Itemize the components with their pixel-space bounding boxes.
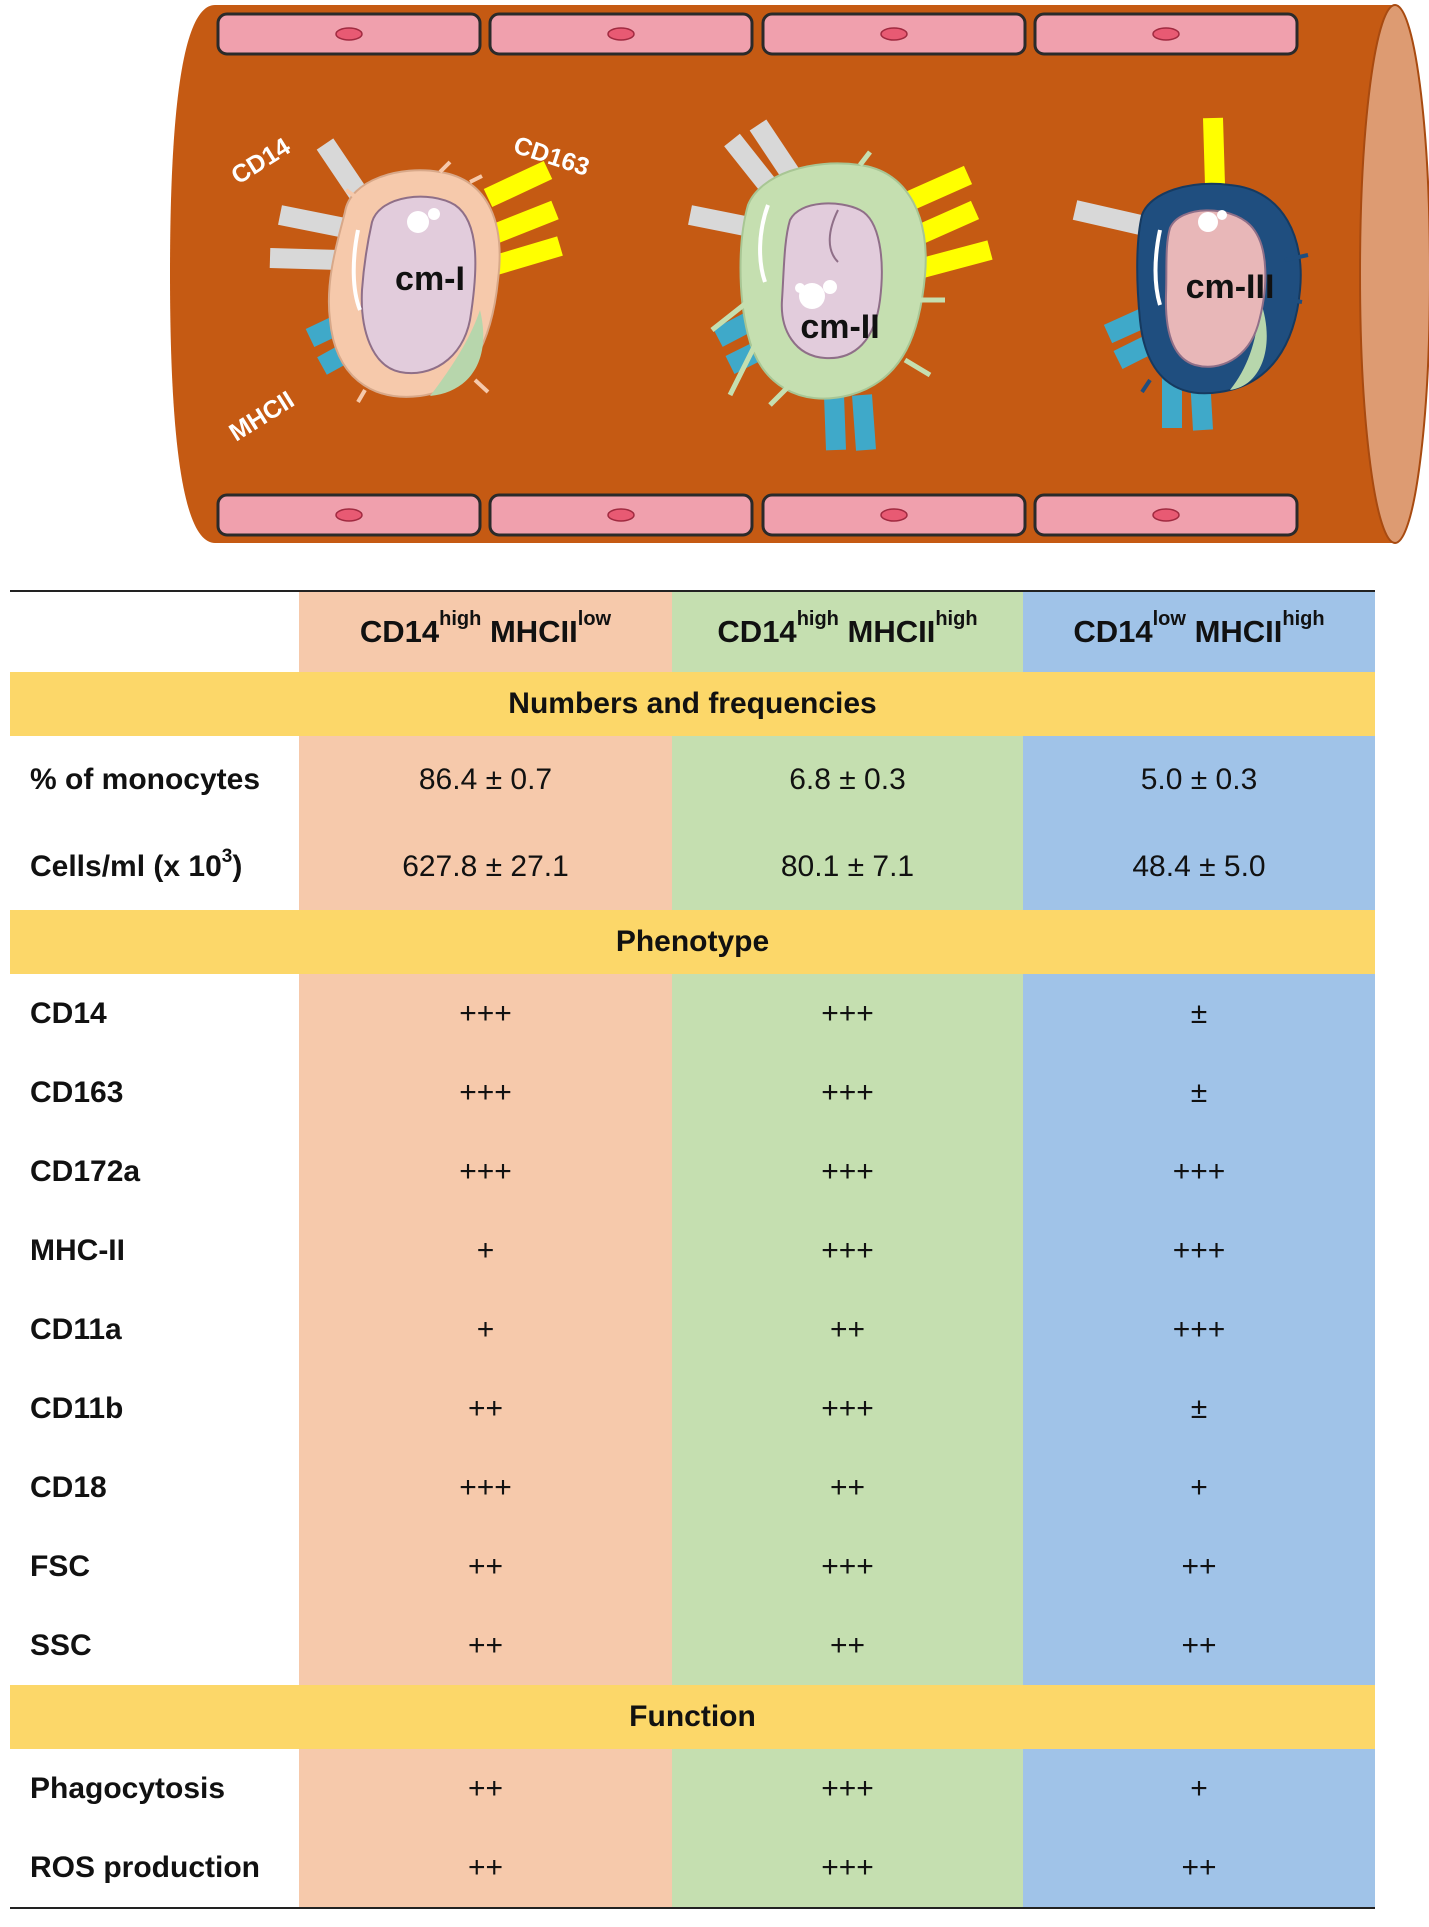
table-cell: +++	[299, 1053, 672, 1132]
table-cell: +++	[672, 1527, 1023, 1606]
cell-label-cm-II: cm-II	[800, 308, 879, 346]
table-cell: ++	[672, 1606, 1023, 1685]
table-row: MHC-II + +++ +++	[10, 1211, 1375, 1290]
section-function: Function	[10, 1685, 1375, 1749]
table-cell: ++	[672, 1290, 1023, 1369]
monocyte-subset-table: CD14high MHCIIlow CD14high MHCIIhigh CD1…	[10, 590, 1375, 1909]
table-cell: +++	[672, 1211, 1023, 1290]
endothelial-cells-top	[216, 12, 1299, 56]
row-label: CD172a	[30, 1154, 141, 1188]
table-cell: 86.4 ± 0.7	[299, 736, 672, 823]
header-cd14high-mhciilow: CD14high MHCIIlow	[299, 590, 672, 672]
table-row: CD18 +++ ++ +	[10, 1448, 1375, 1527]
table-cell: 80.1 ± 7.1	[672, 823, 1023, 910]
row-label: CD14	[30, 996, 107, 1030]
section-phenotype: Phenotype	[10, 910, 1375, 974]
table-cell: ++	[1023, 1828, 1375, 1909]
monocyte-cm-II: cm-II	[688, 119, 993, 451]
row-label: SSC	[30, 1628, 92, 1662]
endothelial-cells-bottom	[216, 493, 1299, 537]
table-cell: +++	[299, 974, 672, 1053]
table-cell: +++	[672, 974, 1023, 1053]
table-cell: +++	[672, 1749, 1023, 1828]
table-cell: +++	[1023, 1211, 1375, 1290]
table-cell: 627.8 ± 27.1	[299, 823, 672, 910]
table-cell: ±	[1023, 1053, 1375, 1132]
table-cell: +++	[672, 1053, 1023, 1132]
row-label: Phagocytosis	[30, 1771, 226, 1805]
table-row: SSC ++ ++ ++	[10, 1606, 1375, 1685]
row-label: CD18	[30, 1470, 107, 1504]
row-label: CD163	[30, 1075, 124, 1109]
row-label: CD11a	[30, 1312, 122, 1346]
table-cell: ++	[299, 1749, 672, 1828]
table-cell: +++	[672, 1132, 1023, 1211]
row-label: MHC-II	[30, 1233, 125, 1267]
table-row: Phagocytosis ++ +++ +	[10, 1749, 1375, 1828]
table-row: CD172a +++ +++ +++	[10, 1132, 1375, 1211]
table-cell: 48.4 ± 5.0	[1023, 823, 1375, 910]
table-row: FSC ++ +++ ++	[10, 1527, 1375, 1606]
cell-label-cm-III: cm-III	[1186, 268, 1275, 306]
header-blank	[10, 590, 299, 672]
monocyte-cm-I: cm-I	[269, 138, 563, 404]
vessel-opening	[1359, 4, 1429, 544]
row-label: CD11b	[30, 1391, 124, 1425]
table-cell: +	[299, 1211, 672, 1290]
table-cell: ++	[1023, 1606, 1375, 1685]
row-label: ROS production	[10, 1828, 299, 1909]
table-row: CD11a + ++ +++	[10, 1290, 1375, 1369]
table-row: CD163 +++ +++ ±	[10, 1053, 1375, 1132]
table-cell: +++	[1023, 1132, 1375, 1211]
table-cell: 5.0 ± 0.3	[1023, 736, 1375, 823]
table-cell: ++	[299, 1369, 672, 1448]
blood-vessel-illustration: cm-I CD14 CD163 MHCII cm-II	[170, 4, 1429, 544]
header-cd14low-mhciihigh: CD14low MHCIIhigh	[1023, 590, 1375, 672]
table-cell: ++	[299, 1828, 672, 1909]
table-cell: +++	[299, 1448, 672, 1527]
table-cell: ++	[672, 1448, 1023, 1527]
table-cell: +	[1023, 1749, 1375, 1828]
row-label: FSC	[30, 1549, 90, 1583]
table-cell: ±	[1023, 1369, 1375, 1448]
table-row: ROS production ++ +++ ++	[10, 1828, 1375, 1909]
table-cell: +++	[299, 1132, 672, 1211]
table-row: % of monocytes 86.4 ± 0.7 6.8 ± 0.3 5.0 …	[10, 736, 1375, 823]
table-cell: ++	[299, 1527, 672, 1606]
table-cell: ++	[1023, 1527, 1375, 1606]
header-cd14high-mhciihigh: CD14high MHCIIhigh	[672, 590, 1023, 672]
table-cell: 6.8 ± 0.3	[672, 736, 1023, 823]
row-label: % of monocytes	[30, 762, 261, 796]
table-cell: +++	[672, 1828, 1023, 1909]
table-cell: ±	[1023, 974, 1375, 1053]
table-cell: ++	[299, 1606, 672, 1685]
table-row: CD11b ++ +++ ±	[10, 1369, 1375, 1448]
table-cell: +	[1023, 1448, 1375, 1527]
table-cell: +++	[1023, 1290, 1375, 1369]
table-cell: +	[299, 1290, 672, 1369]
section-numbers: Numbers and frequencies	[10, 672, 1375, 736]
table-row: CD14 +++ +++ ±	[10, 974, 1375, 1053]
table-cell: +++	[672, 1369, 1023, 1448]
monocyte-cm-III: cm-III	[1072, 117, 1309, 431]
cell-label-cm-I: cm-I	[395, 260, 465, 298]
table-row: Cells/ml (x 103) 627.8 ± 27.1 80.1 ± 7.1…	[10, 823, 1375, 910]
row-label: Cells/ml (x 103)	[30, 845, 243, 883]
